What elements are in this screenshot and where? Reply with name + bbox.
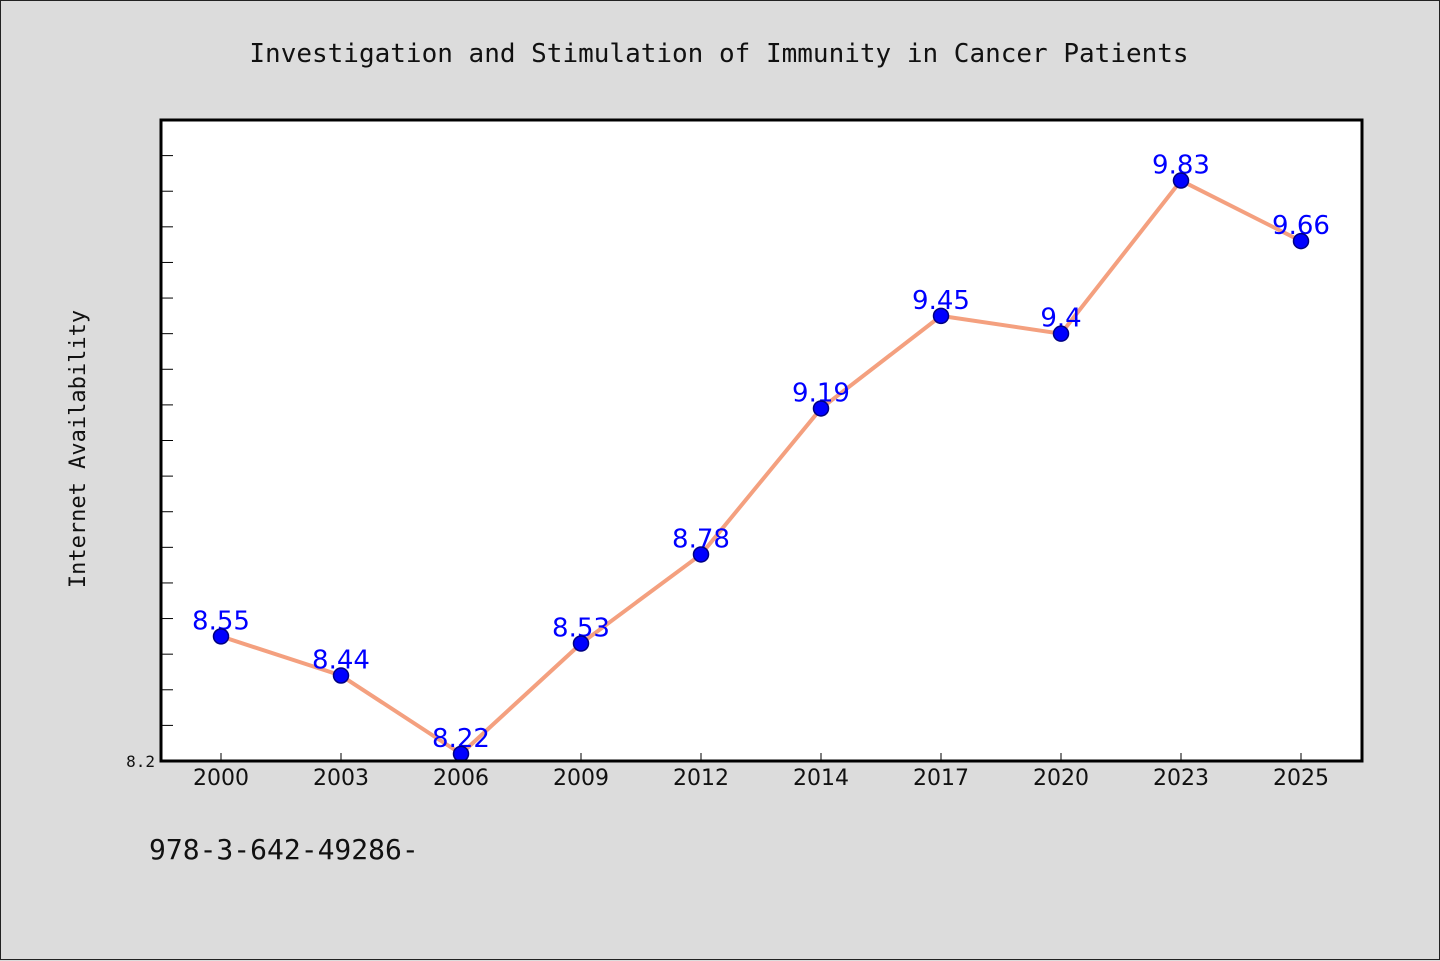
x-tick-label: 2012 xyxy=(673,766,729,791)
y-tick-label: 8.2 xyxy=(126,752,155,771)
x-tick-label: 2023 xyxy=(1153,766,1209,791)
chart-title: Investigation and Stimulation of Immunit… xyxy=(249,39,1188,69)
x-tick-label: 2006 xyxy=(433,766,489,791)
data-markers xyxy=(212,172,1310,763)
x-tick-label: 2025 xyxy=(1273,766,1329,791)
x-tick-label: 2000 xyxy=(193,766,249,791)
data-point-marker xyxy=(932,307,950,325)
data-labels: 8.558.448.228.538.789.199.459.49.839.66 xyxy=(192,151,1330,754)
data-point-marker xyxy=(212,628,230,645)
footer-isbn-text: 978-3-642-49286- xyxy=(149,833,419,866)
plot-frame xyxy=(159,118,1364,763)
y-axis-ticks: 8.2 xyxy=(126,155,173,771)
x-tick-label: 2003 xyxy=(313,766,369,791)
x-tick-label: 2017 xyxy=(913,766,969,791)
data-point-marker xyxy=(1052,325,1070,342)
series-line xyxy=(220,178,1302,756)
plot-area xyxy=(161,120,1362,761)
data-point-marker xyxy=(332,667,350,684)
x-tick-label: 2014 xyxy=(793,766,849,791)
data-point-marker xyxy=(1292,232,1310,250)
y-axis-label: Internet Availability xyxy=(66,310,91,588)
data-point-marker xyxy=(452,745,470,763)
data-point-marker xyxy=(692,546,710,563)
x-axis-ticks: 2000 2003 2006 2009 2012 2014 2017 2020 2023 2025 xyxy=(193,753,1329,791)
data-point-marker xyxy=(1172,172,1190,189)
x-tick-label: 2020 xyxy=(1033,766,1089,791)
data-point-marker xyxy=(812,400,830,417)
x-tick-label: 2009 xyxy=(553,766,609,791)
data-point-marker xyxy=(572,635,590,652)
